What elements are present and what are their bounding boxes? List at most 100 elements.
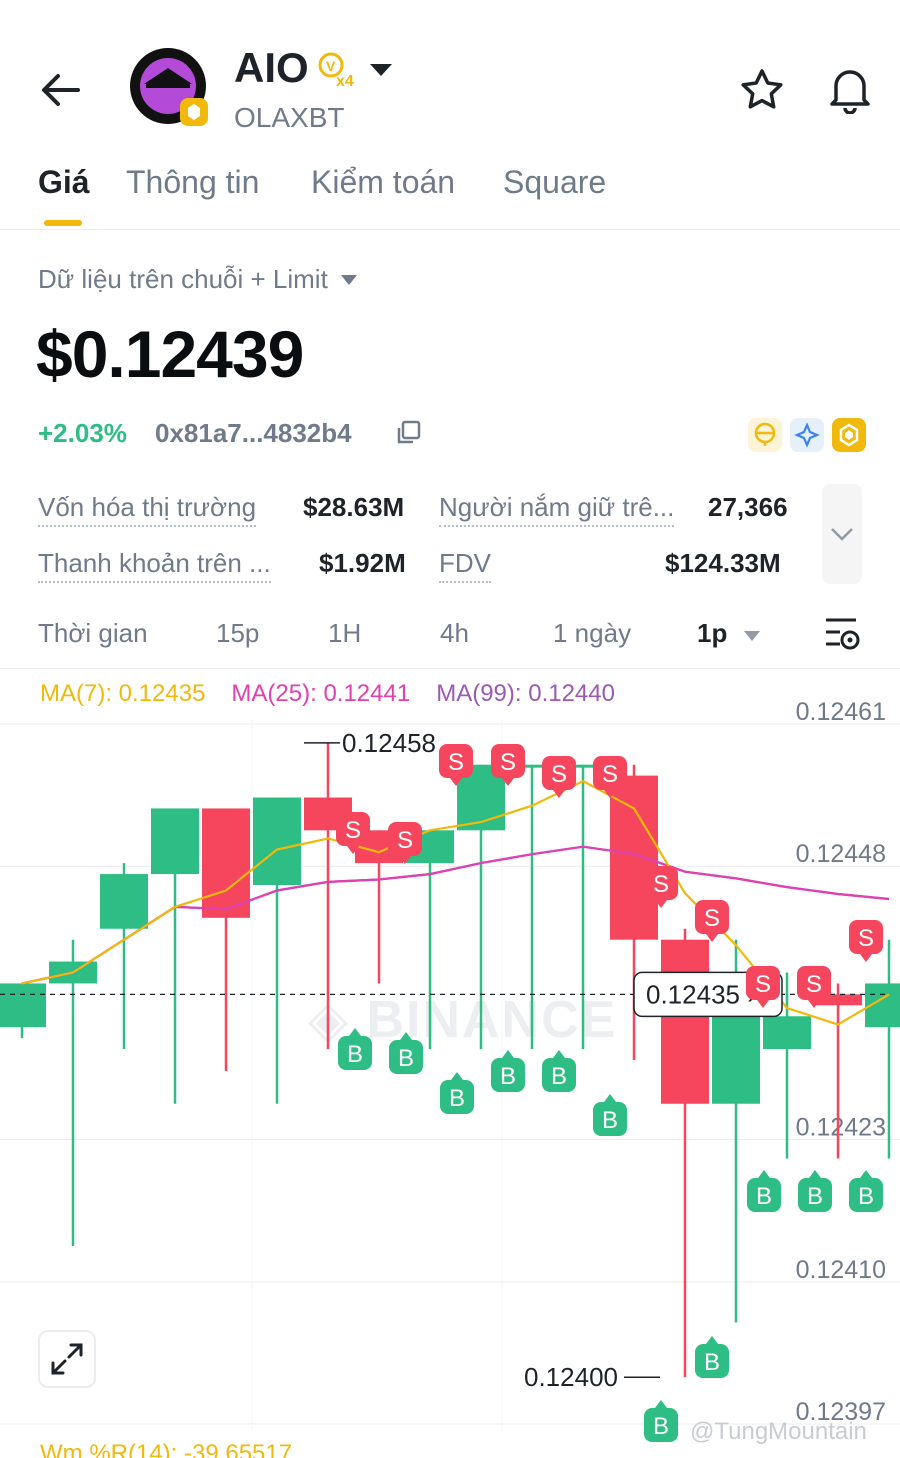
marker-badge [695,900,729,934]
marker-pointer [706,1336,718,1344]
token-dropdown-icon[interactable] [368,60,394,80]
shield-icon[interactable] [748,418,782,452]
bnb-chain-icon[interactable] [832,418,866,452]
sell-marker[interactable]: S [439,744,473,786]
marker-pointer [860,954,872,962]
copy-icon[interactable] [395,420,421,446]
sell-marker[interactable]: S [491,744,525,786]
chevron-down-icon [831,528,853,541]
marker-letter: S [500,749,516,776]
marker-letter: B [704,1349,720,1376]
marker-badge [644,866,678,900]
buy-marker[interactable]: B [593,1094,627,1136]
marker-badge [644,1408,678,1442]
marker-letter: S [755,971,771,998]
buy-marker[interactable]: B [440,1072,474,1114]
svg-text:x4: x4 [336,73,354,88]
marker-badge [695,1344,729,1378]
contract-address: 0x81a7...4832b4 [155,418,352,448]
marker-pointer [655,900,667,908]
marker-letter: B [347,1041,363,1068]
buy-marker[interactable]: B [338,1028,372,1070]
current-price-tag [633,971,783,1018]
tab-info[interactable]: Thông tin [126,164,260,200]
sell-marker[interactable]: S [542,756,576,798]
candle-body [610,775,658,940]
marker-letter: S [448,749,464,776]
token-name: OLAXBT [234,102,345,133]
notification-bell-icon[interactable] [826,64,874,115]
buy-marker[interactable]: B [644,1400,678,1442]
marker-letter: B [500,1063,516,1090]
tab-audit[interactable]: Kiểm toán [311,164,456,200]
high-price-label: 0.12458 [342,728,436,758]
liquidity-label[interactable]: Thanh khoản trên ... [38,548,271,583]
marker-badge [439,744,473,778]
sell-marker[interactable]: S [644,866,678,908]
marker-badge [849,920,883,954]
buy-marker[interactable]: B [542,1050,576,1092]
sparkle-icon[interactable] [790,418,824,452]
marker-badge [542,756,576,790]
sell-marker[interactable]: S [797,966,831,1008]
timeframe-4h[interactable]: 4h [440,618,469,648]
stats-expand-button[interactable] [822,484,862,584]
back-arrow-icon[interactable] [38,66,86,114]
buy-marker[interactable]: B [849,1170,883,1212]
holders-label[interactable]: Người nắm giữ trê... [439,492,675,527]
timeframe-selected[interactable]: 1p [697,618,761,649]
ma-legend: MA(7): 0.12435 MA(25): 0.12441 MA(99): 0… [40,680,615,708]
buy-marker[interactable]: B [491,1050,525,1092]
timeframe-15m[interactable]: 15p [216,618,260,648]
sell-marker[interactable]: S [388,822,422,864]
timeframe-bar: Thời gian 15p 1H 4h 1 ngày 1p [0,606,900,662]
chart-settings-icon[interactable] [822,612,862,654]
marker-pointer [758,1170,770,1178]
marker-badge [746,966,780,1000]
marker-badge [440,1080,474,1114]
marker-letter: B [653,1413,669,1440]
timeframe-1d[interactable]: 1 ngày [553,618,632,648]
fdv-label[interactable]: FDV [439,548,491,583]
marker-pointer [450,778,462,786]
sell-marker[interactable]: S [746,966,780,1008]
buy-marker[interactable]: B [695,1336,729,1378]
tab-square[interactable]: Square [503,164,607,200]
marker-pointer [604,1094,616,1102]
sell-marker[interactable]: S [593,756,627,798]
fullscreen-button[interactable] [38,1330,96,1388]
marker-letter: S [806,971,822,998]
market-cap-label[interactable]: Vốn hóa thị trường [38,492,257,527]
timeframe-1h[interactable]: 1H [328,618,362,648]
marker-letter: S [345,817,361,844]
ma7-line [21,779,890,1026]
liquidity-value: $1.92M [319,548,406,578]
tab-price[interactable]: Giá [38,164,90,200]
marker-pointer [808,1000,820,1008]
buy-marker[interactable]: B [747,1170,781,1212]
data-source-selector[interactable]: Dữ liệu trên chuỗi + Limit [38,264,358,295]
chart-area[interactable] [0,668,900,1458]
current-price: $0.12439 [36,317,304,391]
buy-marker[interactable]: B [389,1032,423,1074]
candle-body [559,764,607,768]
market-cap-value: $28.63M [303,492,405,522]
sell-marker[interactable]: S [336,812,370,854]
buy-marker[interactable]: B [798,1170,832,1212]
token-badges [748,418,866,452]
marker-letter: S [602,761,618,788]
marker-pointer [399,856,411,864]
marker-pointer [553,790,565,798]
marker-pointer [553,1050,565,1058]
sell-marker[interactable]: S [849,920,883,962]
marker-badge [389,1040,423,1074]
marker-pointer [706,934,718,942]
ma25-label: MA(25): 0.12441 [231,680,411,707]
sell-marker[interactable]: S [695,900,729,942]
wmr-indicator-label: Wm %R(14): -39.65517 [40,1440,293,1458]
candle-body [814,994,862,1006]
favorite-star-icon[interactable] [738,66,786,114]
marker-pointer [809,1170,821,1178]
